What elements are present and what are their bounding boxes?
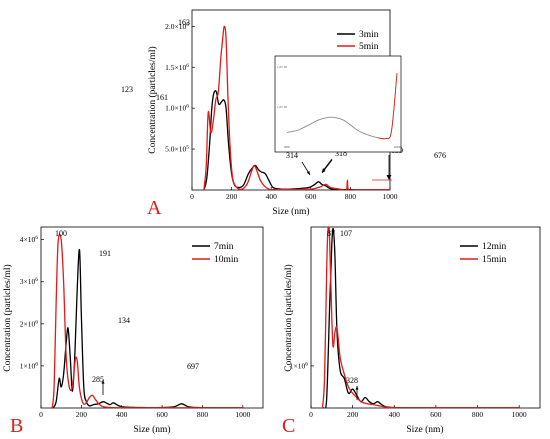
peak-label: 163 — [178, 18, 190, 27]
series-7min-line — [52, 248, 243, 408]
annotation-arrow-head — [322, 169, 326, 173]
peak-label: 107 — [340, 229, 352, 238]
y-axis-label: Concentration (particles/ml) — [147, 46, 158, 153]
inset-xtick-label: 800 — [284, 145, 290, 149]
inset-red-curve — [377, 73, 398, 140]
y-tick-label: 2.0×106 — [165, 22, 189, 31]
y-tick-label: 3×106 — [20, 277, 38, 286]
inset: 1.0×10 1.0×10 800 1000 — [274, 55, 402, 181]
x-tick-label: 400 — [116, 410, 128, 419]
x-tick-label: 800 — [472, 410, 484, 419]
peak-label: 318 — [335, 149, 347, 158]
legend-label: 10min — [214, 255, 239, 265]
inset-xtick-label: 1000 — [394, 145, 401, 149]
peak-label: 314 — [286, 151, 298, 160]
y-tick-label: 2×106 — [20, 319, 38, 328]
annotation-arrow-head — [355, 386, 359, 390]
legend-label: 15min — [482, 255, 507, 265]
x-tick-label: 800 — [345, 192, 357, 201]
legend-label: 7min — [214, 242, 234, 252]
x-tick-label: 800 — [197, 410, 209, 419]
x-tick-label: 0 — [190, 192, 194, 201]
y-tick-label: 1.5×106 — [165, 63, 189, 72]
inset-ytick-label: 1.0×10 — [277, 105, 287, 109]
y-tick-label: 5.0×105 — [165, 145, 189, 154]
panel-letter: A — [147, 197, 162, 219]
x-tick-label: 1000 — [383, 192, 398, 201]
x-axis-label: Size (nm) — [406, 424, 443, 435]
x-tick-label: 600 — [430, 410, 442, 419]
y-tick-label: 1.0×106 — [165, 104, 189, 113]
series-10min-line — [51, 233, 243, 408]
x-tick-label: 0 — [309, 410, 313, 419]
peak-label: 100 — [55, 229, 67, 238]
series-3min-line — [203, 90, 390, 190]
series-15min-line — [321, 227, 520, 408]
y-axis-label: Concentration (particles/ml) — [2, 264, 13, 371]
panel-c: 0 200 400 600 800 1000 1×106 Size (nm) Concentra… — [282, 226, 541, 437]
x-axis-label: Size (nm) — [272, 206, 309, 217]
x-tick-label: 200 — [226, 192, 238, 201]
legend-label: 5min — [359, 42, 379, 52]
inset-frame — [274, 55, 402, 153]
peak-label: 676 — [434, 151, 446, 160]
peak-label: 191 — [99, 249, 111, 258]
x-tick-label: 200 — [76, 410, 88, 419]
series-5min-line — [203, 25, 390, 190]
x-tick-label: 0 — [39, 410, 43, 419]
x-tick-label: 600 — [305, 192, 317, 201]
x-tick-label: 600 — [156, 410, 168, 419]
y-axis-label: Concentration (particles/ml) — [283, 264, 294, 371]
x-tick-label: 400 — [389, 410, 401, 419]
peak-label: 134 — [118, 316, 130, 325]
inset-pointer-head — [386, 175, 392, 180]
annotation-arrow-head — [101, 380, 105, 384]
x-tick-label: 1000 — [512, 410, 527, 419]
legend-label: 3min — [359, 30, 379, 40]
annotation-arrow-head — [306, 171, 310, 175]
y-tick-label: 1×106 — [290, 361, 308, 370]
peak-label: 328 — [346, 376, 358, 385]
panel-b: 0 200 400 600 800 1000 1×106 2×106 3×106 4×106 Siz… — [2, 226, 264, 437]
peak-label: 123 — [121, 85, 133, 94]
peak-label: 87 — [327, 229, 335, 238]
peak-label: 161 — [156, 93, 168, 102]
panel-letter: B — [10, 415, 23, 437]
y-tick-label: 4×106 — [20, 235, 38, 244]
y-tick-label: 1×106 — [20, 361, 38, 370]
x-tick-label: 400 — [266, 192, 278, 201]
x-axis-label: Size (nm) — [133, 424, 170, 435]
peak-label: 285 — [92, 375, 104, 384]
x-tick-label: 200 — [347, 410, 359, 419]
legend-label: 12min — [482, 242, 507, 252]
panel-a: 0 200 400 600 800 1000 5.0×105 1.0×106 1.5×106 2.… — [121, 9, 446, 219]
panel-letter: C — [282, 415, 295, 437]
x-tick-label: 1000 — [235, 410, 250, 419]
inset-ytick-label: 1.0×10 — [277, 65, 287, 69]
peak-label: 697 — [187, 362, 199, 371]
